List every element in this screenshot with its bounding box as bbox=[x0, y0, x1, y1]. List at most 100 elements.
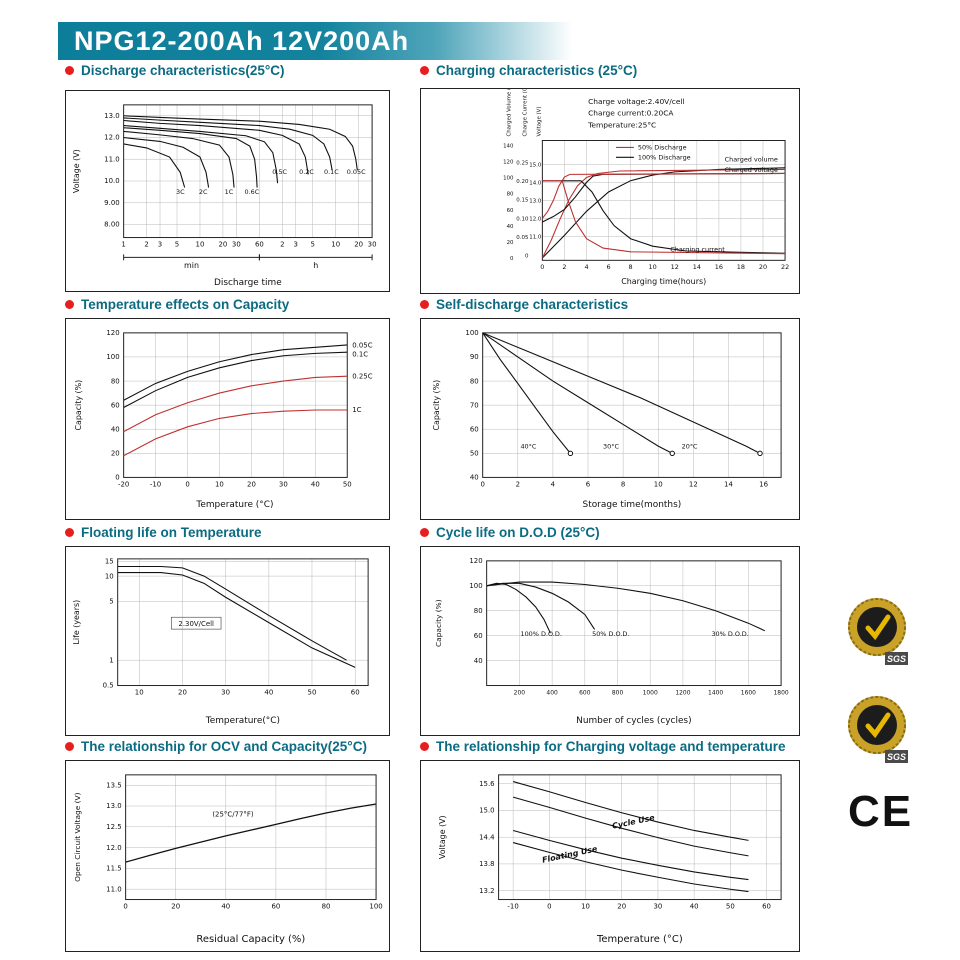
y-tick-label: 15 bbox=[105, 557, 114, 565]
plot-border bbox=[125, 774, 377, 901]
y-tick-label: 20 bbox=[111, 450, 120, 458]
x-tick-label: 12 bbox=[671, 263, 679, 271]
end-marker bbox=[567, 450, 574, 457]
x-tick-label: 50 bbox=[726, 902, 735, 910]
bullet-icon bbox=[65, 741, 74, 751]
sgs-label: SGS bbox=[887, 752, 906, 762]
section-title-charging: Charging characteristics (25°C) bbox=[420, 62, 637, 78]
chart-text: 0.25C bbox=[352, 372, 372, 380]
plot-border bbox=[123, 332, 348, 478]
chart-text: 2C bbox=[199, 188, 208, 196]
series-40°C bbox=[482, 332, 571, 454]
temperature-effects-chart-svg: 0 20 40 60 80 100 120 -20 -10 0 10 20 30 40 50 Capacity… bbox=[74, 329, 373, 510]
section-title-text: Discharge characteristics(25°C) bbox=[81, 62, 285, 78]
chart-text: Charge Current (CA) bbox=[522, 89, 528, 137]
chart-text: 1C bbox=[225, 188, 234, 196]
x-tick-label: 1600 bbox=[741, 689, 756, 696]
x-tick-label: 8 bbox=[629, 263, 633, 271]
end-marker bbox=[669, 450, 675, 457]
chart-text: Temperature:25°C bbox=[587, 121, 656, 130]
x-tick-label: 10 bbox=[215, 480, 224, 488]
series-0.5C bbox=[123, 125, 279, 184]
chart-text: Capacity (%) bbox=[434, 599, 443, 647]
chart-floating-life: 15 10 5 1 0.5 10 20 30 40 50 60 Life (years) Tempera… bbox=[65, 546, 390, 736]
chart-text: 30% D.O.D. bbox=[711, 630, 748, 638]
x-tick-label: 20 bbox=[354, 240, 363, 248]
y-tick-label: 0.25 bbox=[516, 160, 528, 166]
x-tick-label: 20 bbox=[178, 688, 187, 696]
x-tick-label: 10 bbox=[581, 902, 590, 910]
chart-text: Charged voltage bbox=[725, 166, 778, 174]
check-icon bbox=[865, 614, 891, 641]
series-30% D.O.D. bbox=[486, 581, 766, 632]
x-tick-label: -20 bbox=[118, 480, 129, 488]
y-tick-label: 13.2 bbox=[479, 887, 494, 895]
series-1C bbox=[123, 409, 348, 457]
y-tick-label: 9.00 bbox=[104, 199, 119, 207]
y-tick-label: 100 bbox=[469, 582, 482, 590]
x-tick-label: 30 bbox=[368, 240, 377, 248]
section-title-discharge: Discharge characteristics(25°C) bbox=[65, 62, 285, 78]
series-charge-current-100% bbox=[542, 180, 786, 254]
charging-chart-svg: 02040608010012014000.050.100.150.200.251… bbox=[503, 89, 789, 286]
series-float-life-upper bbox=[117, 565, 347, 661]
x-tick-label: 16 bbox=[759, 480, 768, 488]
series-30°C bbox=[482, 332, 673, 454]
chart-text: 20°C bbox=[682, 443, 698, 451]
y-tick-label: 15.0 bbox=[479, 807, 494, 815]
section-title-text: The relationship for Charging voltage an… bbox=[436, 738, 786, 754]
x-tick-label: 400 bbox=[546, 689, 558, 696]
y-tick-label: 15.6 bbox=[479, 780, 494, 788]
check-icon bbox=[865, 712, 891, 739]
y-tick-label: 12.5 bbox=[106, 823, 121, 831]
chart-text: 0.1C bbox=[352, 351, 368, 359]
chart-text: 30°C bbox=[603, 443, 619, 451]
x-tick-label: 30 bbox=[232, 240, 241, 248]
x-tick-label: 2 bbox=[562, 263, 566, 271]
y-tick-label: 120 bbox=[106, 329, 119, 337]
chart-text: 0.05C bbox=[352, 342, 372, 350]
y-tick-label: 60 bbox=[470, 425, 479, 433]
ce-label: CE bbox=[848, 787, 913, 834]
y-tick-label: 12.0 bbox=[106, 844, 121, 852]
x-tick-label: 50 bbox=[308, 688, 317, 696]
series-20°C bbox=[482, 332, 761, 454]
x-tick-label: 20 bbox=[219, 240, 228, 248]
x-tick-label: 3 bbox=[294, 240, 298, 248]
y-tick-label: 13.0 bbox=[106, 802, 121, 810]
y-tick-label: 0.15 bbox=[516, 198, 528, 204]
chart-text: 40°C bbox=[520, 443, 536, 451]
section-title-temperature-capacity: Temperature effects on Capacity bbox=[65, 296, 289, 312]
y-tick-label: 80 bbox=[474, 607, 483, 615]
annotation-box bbox=[170, 616, 222, 630]
series-cycle-use-upper bbox=[512, 781, 749, 841]
chart-text: 0.05C bbox=[347, 168, 366, 176]
x-tick-label: 0 bbox=[480, 480, 484, 488]
plot-border bbox=[498, 774, 782, 901]
chart-text: Life (years) bbox=[72, 600, 81, 645]
header-banner: NPG12-200Ah 12V200Ah bbox=[58, 22, 583, 60]
series-3C bbox=[123, 143, 186, 188]
chart-text: Residual Capacity (%) bbox=[196, 934, 305, 945]
x-tick-label: 5 bbox=[175, 240, 179, 248]
chart-text: Voltage (V) bbox=[438, 815, 447, 859]
bullet-icon bbox=[65, 65, 74, 75]
y-tick-label: 100 bbox=[465, 329, 478, 337]
chart-text: 0.1C bbox=[324, 168, 339, 176]
y-tick-label: 11.0 bbox=[104, 155, 119, 163]
section-title-self-discharge: Self-discharge characteristics bbox=[420, 296, 628, 312]
chart-self-discharge: 40 50 60 70 80 90 100 0 2 4 6 8 10 12 14 16 Capacity (%)… bbox=[420, 318, 800, 520]
chart-charging-voltage-temp: 13.2 13.8 14.4 15.0 15.6 -10 0 10 20 30 40 50 60 Volt… bbox=[420, 760, 800, 952]
chart-text: Voltage (V) bbox=[72, 149, 81, 193]
series-charged-volume-50% bbox=[541, 168, 786, 259]
y-tick-label: 10 bbox=[105, 572, 114, 580]
chart-text: Number of cycles (cycles) bbox=[576, 716, 691, 726]
y-tick-label: 120 bbox=[503, 160, 514, 166]
chart-text: Capacity (%) bbox=[432, 380, 441, 431]
sgs-label: SGS bbox=[887, 654, 906, 664]
cycle-life-chart-svg: 40 60 80 100 120 200 400 600 800 1000 1200 1400 1600… bbox=[434, 557, 789, 726]
end-marker bbox=[757, 450, 763, 457]
y-tick-label: 15.0 bbox=[529, 163, 542, 169]
discharge-chart-svg: 13.0 12.0 11.0 10.0 9.00 8.00 1 2 3 5 10 20 30 60 2 3 5 1… bbox=[72, 104, 377, 288]
chart-text: Charged Volume (%) bbox=[507, 89, 513, 137]
